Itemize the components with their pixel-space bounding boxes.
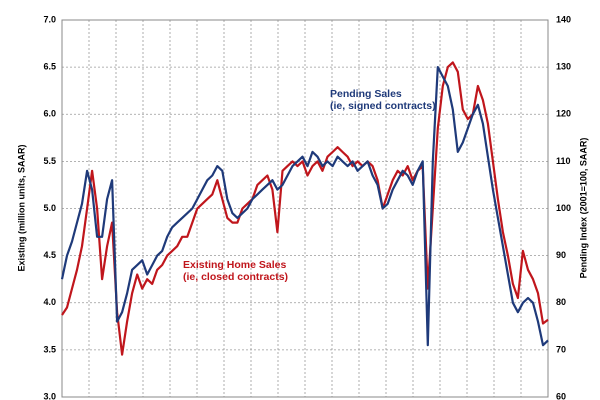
y-tick-label: 6.5 xyxy=(43,62,56,72)
annotation: Pending Sales xyxy=(330,88,402,100)
y-tick-label: 5.5 xyxy=(43,156,56,166)
y-tick-label: 3.0 xyxy=(43,391,56,400)
y2-tick-label: 70 xyxy=(556,344,566,354)
y2-tick-label: 60 xyxy=(556,391,566,400)
y2-tick-label: 110 xyxy=(556,156,571,166)
y-tick-label: 6.0 xyxy=(43,109,56,119)
y2-tick-label: 80 xyxy=(556,297,566,307)
line-series xyxy=(61,61,549,356)
y-tick-label: 7.0 xyxy=(43,14,56,24)
y2-tick-label: 120 xyxy=(556,109,571,119)
y2-tick-label: 90 xyxy=(556,250,566,260)
y-tick-label: 4.0 xyxy=(43,297,56,307)
y-tick-label: 5.0 xyxy=(43,203,56,213)
line-series xyxy=(60,66,549,347)
y2-tick-label: 140 xyxy=(556,14,571,24)
y2-tick-label: 100 xyxy=(556,203,571,213)
plot-frame xyxy=(61,19,549,398)
y2-tick-label: 130 xyxy=(556,62,571,72)
annotation: Existing Home Sales xyxy=(183,259,286,271)
annotation: (ie, closed contracts) xyxy=(183,271,288,283)
annotation: (ie, signed contracts) xyxy=(330,100,436,112)
y-tick-label: 3.5 xyxy=(43,344,56,354)
y-axis-label: Existing (million units, SAAR) xyxy=(16,144,26,271)
y2-axis-label: Pending Index (2001=100, SAAR) xyxy=(578,138,588,279)
y-tick-label: 4.5 xyxy=(43,250,56,260)
